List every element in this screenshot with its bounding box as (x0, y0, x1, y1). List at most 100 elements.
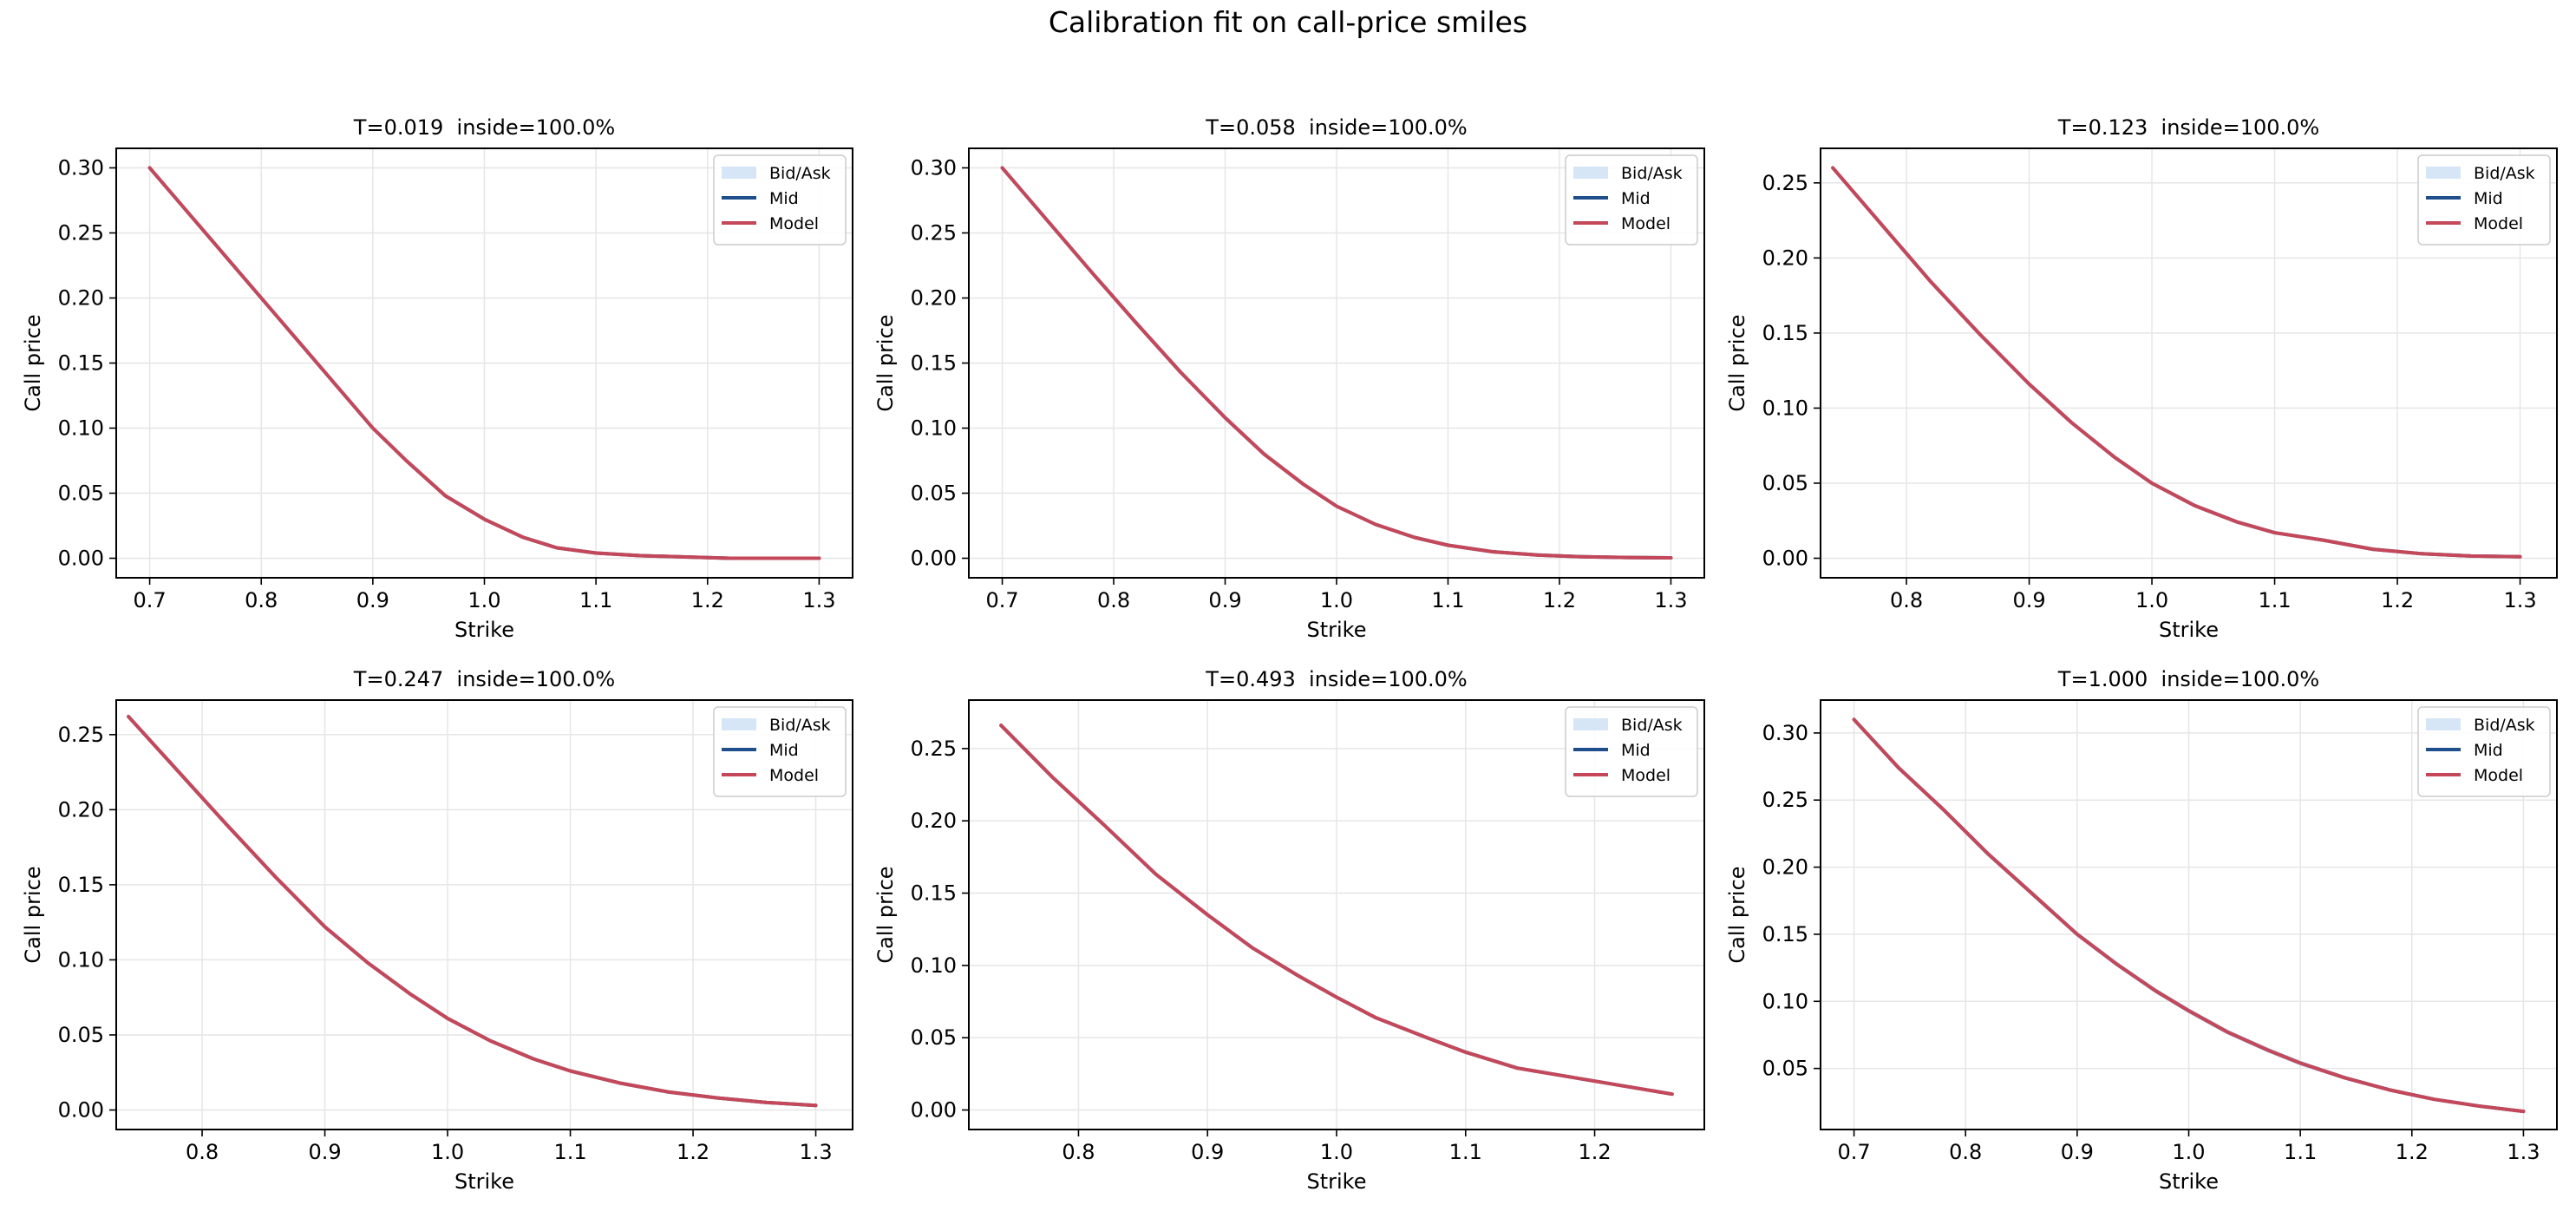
chart-6: 0.7 0.8 0.9 1.0 1.1 1.2 1.3 0.05 0.10 0.15 0.20 0.2… (1725, 667, 2558, 1194)
chart-6-legend-label: Mid (2474, 741, 2503, 760)
chart-5-xtick-label: 1.2 (1578, 1140, 1611, 1164)
chart-4-bidask-band (128, 715, 816, 1107)
chart-2-ylabel: Call price (873, 314, 898, 411)
chart-5-ytick-label: 0.20 (911, 809, 957, 833)
chart-6-xtick-label: 1.3 (2507, 1140, 2540, 1164)
chart-6-ytick-label: 0.10 (1762, 989, 1808, 1013)
chart-3-xtick-label: 1.0 (2135, 588, 2168, 612)
chart-1-title: T=0.019 inside=100.0% (353, 115, 615, 140)
chart-6-legend-label: Bid/Ask (2474, 716, 2535, 735)
chart-2-legend-label: Mid (1621, 189, 1651, 208)
chart-3-ytick-label: 0.10 (1762, 396, 1808, 420)
chart-6-legend-bidask-swatch (2426, 718, 2461, 730)
chart-3-xtick-label: 0.9 (2012, 588, 2045, 612)
chart-2-xtick-label: 1.2 (1543, 588, 1576, 612)
chart-4-xlabel: Strike (454, 1169, 514, 1194)
chart-2-xtick-label: 0.7 (985, 588, 1018, 612)
chart-1-ytick-label: 0.30 (58, 156, 104, 180)
chart-5-xtick-label: 1.1 (1449, 1140, 1482, 1164)
chart-2-title: T=0.058 inside=100.0% (1205, 115, 1467, 140)
chart-6-model-line (1852, 717, 2526, 1114)
chart-6-legend-label: Model (2474, 766, 2523, 785)
chart-1-xtick-label: 0.7 (134, 588, 167, 612)
chart-1-ytick-label: 0.15 (58, 351, 104, 376)
chart-5-ytick-label: 0.25 (911, 737, 957, 761)
chart-2-xtick-label: 0.9 (1208, 588, 1241, 612)
chart-1-legend-label: Bid/Ask (769, 164, 831, 183)
chart-2-xtick-label: 1.3 (1654, 588, 1687, 612)
chart-1-xtick-label: 0.9 (356, 588, 389, 612)
chart-3: 0.8 0.9 1.0 1.1 1.2 1.3 0.00 0.05 0.10 0.15 0.20 0.… (1725, 115, 2558, 642)
chart-2-xtick-label: 1.0 (1320, 588, 1353, 612)
chart-3-xlabel: Strike (2159, 618, 2219, 642)
chart-1-xtick-label: 1.0 (467, 588, 500, 612)
chart-3-ytick-label: 0.05 (1762, 471, 1808, 495)
chart-1-ytick-label: 0.05 (58, 481, 104, 506)
chart-6-ytick-label: 0.30 (1762, 721, 1808, 745)
chart-4-ylabel: Call price (21, 866, 45, 963)
chart-2-ytick-label: 0.10 (911, 416, 957, 441)
chart-5-legend-bidask-swatch (1573, 718, 1608, 730)
chart-2-xtick-label: 0.8 (1097, 588, 1130, 612)
chart-5-xtick-label: 0.8 (1062, 1140, 1095, 1164)
chart-6-xlabel: Strike (2159, 1169, 2219, 1194)
chart-3-legend-label: Mid (2474, 189, 2503, 208)
chart-2-legend-bidask-swatch (1573, 167, 1608, 179)
chart-5-ytick-label: 0.05 (911, 1025, 957, 1050)
chart-1-xlabel: Strike (454, 618, 514, 642)
chart-3-ytick-label: 0.00 (1762, 547, 1808, 571)
chart-3-frame (1820, 147, 2558, 579)
chart-2-xtick-label: 1.1 (1431, 588, 1464, 612)
chart-5-xlabel: Strike (1307, 1169, 1367, 1194)
chart-2-ytick-label: 0.20 (911, 286, 957, 311)
chart-6-xtick-label: 0.8 (1949, 1140, 1982, 1164)
chart-6-title: T=1.000 inside=100.0% (2057, 667, 2319, 691)
chart-6-ytick-label: 0.05 (1762, 1057, 1808, 1081)
chart-2-ytick-label: 0.15 (911, 351, 957, 376)
chart-4-xtick-label: 1.2 (677, 1140, 709, 1164)
chart-4-legend-label: Model (769, 766, 819, 785)
chart-2-model-line (1000, 166, 1673, 560)
chart-4-legend-bidask-swatch (722, 718, 756, 730)
chart-5-xtick-label: 0.9 (1191, 1140, 1224, 1164)
chart-5-ytick-label: 0.15 (911, 881, 957, 906)
chart-1-ylabel: Call price (21, 314, 45, 411)
chart-3-ytick-label: 0.15 (1762, 321, 1808, 345)
chart-3-title: T=0.123 inside=100.0% (2057, 115, 2319, 140)
chart-3-legend-bidask-swatch (2426, 167, 2461, 179)
chart-5-title: T=0.493 inside=100.0% (1205, 667, 1467, 691)
chart-4-ytick-label: 0.20 (58, 797, 104, 822)
chart-2-ytick-label: 0.00 (911, 547, 957, 571)
chart-4-ytick-label: 0.15 (58, 873, 104, 897)
chart-1-ytick-label: 0.10 (58, 416, 104, 441)
chart-6-xtick-label: 1.1 (2284, 1140, 2317, 1164)
chart-6-xtick-label: 0.7 (1838, 1140, 1871, 1164)
chart-6-xtick-label: 1.2 (2396, 1140, 2429, 1164)
chart-6-xtick-label: 1.0 (2172, 1140, 2205, 1164)
chart-1: 0.7 0.8 0.9 1.0 1.1 1.2 1.3 0.00 0.05 0.10 0.15 0.2… (21, 115, 853, 642)
chart-4-xtick-label: 0.9 (308, 1140, 341, 1164)
chart-2-legend-label: Bid/Ask (1621, 164, 1683, 183)
chart-3-xtick-label: 0.8 (1890, 588, 1923, 612)
chart-1-xtick-label: 1.2 (691, 588, 724, 612)
chart-2-ytick-label: 0.05 (911, 481, 957, 506)
chart-3-xtick-label: 1.3 (2503, 588, 2536, 612)
chart-3-legend-label: Bid/Ask (2474, 164, 2535, 183)
chart-2: 0.7 0.8 0.9 1.0 1.1 1.2 1.3 0.00 0.05 0.10 0.15 0.2… (873, 115, 1705, 642)
chart-4-ytick-label: 0.25 (58, 723, 104, 747)
chart-1-legend-bidask-swatch (722, 167, 756, 179)
chart-4-xtick-label: 0.8 (186, 1140, 219, 1164)
chart-2-ytick-label: 0.30 (911, 156, 957, 180)
chart-4-ytick-label: 0.05 (58, 1023, 104, 1047)
chart-1-xtick-label: 1.1 (579, 588, 612, 612)
chart-4-xtick-label: 1.1 (553, 1140, 586, 1164)
chart-1-ytick-label: 0.20 (58, 286, 104, 311)
chart-5-model-line (999, 724, 1674, 1097)
chart-1-legend-label: Mid (769, 189, 799, 208)
chart-1-xtick-label: 0.8 (245, 588, 278, 612)
chart-3-legend-label: Model (2474, 214, 2523, 233)
chart-3-xtick-label: 1.1 (2258, 588, 2291, 612)
chart-4-title: T=0.247 inside=100.0% (353, 667, 615, 691)
chart-2-ytick-label: 0.25 (911, 221, 957, 246)
chart-4: 0.8 0.9 1.0 1.1 1.2 1.3 0.00 0.05 0.10 0.15 0.20 0.… (21, 667, 853, 1194)
